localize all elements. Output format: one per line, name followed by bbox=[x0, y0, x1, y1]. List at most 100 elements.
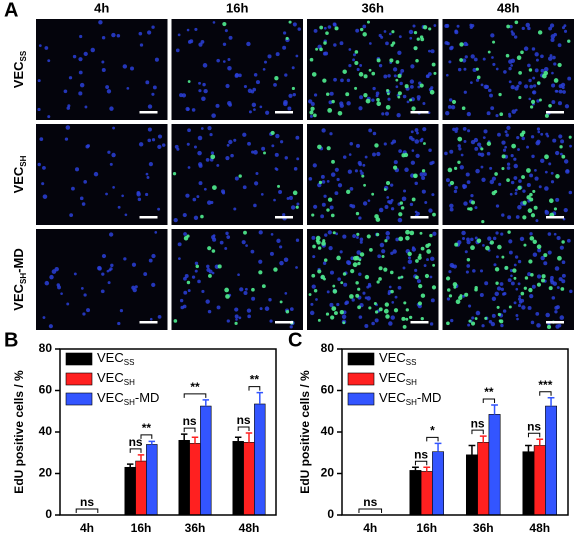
nucleus bbox=[516, 135, 520, 140]
significance-bracket bbox=[237, 426, 250, 432]
nucleus bbox=[505, 133, 509, 137]
micrograph-background bbox=[36, 19, 168, 120]
edu-nucleus bbox=[523, 243, 527, 247]
nucleus bbox=[535, 140, 540, 146]
error-bar bbox=[491, 404, 498, 415]
nucleus bbox=[502, 309, 507, 313]
nucleus bbox=[117, 321, 121, 326]
nucleus bbox=[147, 104, 153, 109]
nucleus bbox=[352, 58, 356, 62]
edu-nucleus bbox=[415, 58, 419, 63]
nucleus bbox=[242, 185, 247, 190]
edu-nucleus bbox=[466, 257, 471, 262]
nucleus bbox=[445, 23, 450, 28]
scale-bar bbox=[546, 321, 564, 324]
edu-nucleus bbox=[448, 294, 453, 298]
nucleus bbox=[450, 45, 454, 50]
nucleus bbox=[450, 318, 454, 323]
nucleus bbox=[47, 115, 51, 119]
nucleus bbox=[452, 127, 456, 132]
edu-nucleus bbox=[399, 201, 403, 205]
edu-nucleus bbox=[359, 252, 365, 257]
error-bar bbox=[479, 435, 487, 443]
bar bbox=[189, 443, 201, 516]
nucleus bbox=[555, 324, 560, 329]
nucleus bbox=[63, 89, 68, 94]
edu-nucleus bbox=[395, 60, 400, 64]
edu-nucleus bbox=[277, 184, 281, 188]
nucleus bbox=[527, 26, 531, 31]
edu-nucleus bbox=[404, 84, 409, 89]
nucleus bbox=[296, 157, 300, 161]
nucleus bbox=[44, 46, 49, 50]
edu-nucleus bbox=[334, 26, 339, 31]
nucleus bbox=[359, 237, 364, 242]
edu-nucleus bbox=[270, 130, 275, 136]
nucleus bbox=[340, 78, 344, 83]
nucleus bbox=[393, 160, 398, 165]
edu-nucleus bbox=[536, 244, 542, 250]
nucleus bbox=[216, 305, 221, 310]
nucleus bbox=[349, 186, 354, 191]
nucleus bbox=[337, 277, 341, 281]
nucleus bbox=[237, 273, 240, 277]
nucleus bbox=[426, 258, 429, 262]
nucleus bbox=[380, 35, 384, 39]
edu-nucleus bbox=[374, 143, 379, 148]
edu-nucleus bbox=[342, 272, 347, 276]
nucleus bbox=[284, 156, 288, 160]
edu-nucleus bbox=[383, 308, 389, 314]
nucleus bbox=[567, 76, 572, 81]
nucleus bbox=[116, 33, 121, 38]
nucleus bbox=[139, 43, 144, 47]
nucleus bbox=[526, 145, 529, 149]
nucleus bbox=[157, 314, 162, 319]
nucleus bbox=[531, 47, 536, 51]
nucleus bbox=[254, 181, 259, 186]
edu-nucleus bbox=[522, 200, 527, 205]
nucleus bbox=[446, 73, 449, 77]
nucleus bbox=[288, 93, 293, 98]
nucleus bbox=[492, 62, 496, 66]
bar bbox=[124, 466, 136, 516]
edu-nucleus bbox=[422, 25, 428, 30]
nucleus bbox=[267, 54, 272, 59]
nucleus bbox=[554, 266, 560, 271]
nucleus bbox=[517, 297, 522, 301]
edu-nucleus bbox=[186, 234, 190, 238]
nucleus bbox=[273, 198, 276, 202]
nucleus bbox=[423, 172, 427, 177]
nucleus bbox=[398, 35, 402, 39]
nucleus bbox=[549, 54, 553, 57]
bar bbox=[243, 442, 255, 516]
nucleus bbox=[97, 266, 102, 271]
edu-nucleus bbox=[418, 284, 423, 289]
nucleus bbox=[154, 57, 159, 62]
scale-bar bbox=[139, 216, 158, 219]
nucleus bbox=[568, 190, 573, 195]
nucleus bbox=[517, 303, 522, 308]
nucleus bbox=[491, 176, 497, 181]
nucleus bbox=[556, 286, 560, 290]
edu-nucleus bbox=[326, 208, 330, 212]
significance-bracket bbox=[426, 436, 439, 442]
bar bbox=[488, 414, 501, 516]
label-subscript: SH bbox=[19, 273, 28, 284]
nucleus bbox=[151, 92, 155, 96]
nucleus bbox=[42, 194, 48, 199]
nucleus bbox=[358, 216, 362, 220]
edu-nucleus bbox=[317, 144, 322, 150]
edu-nucleus bbox=[385, 314, 390, 319]
edu-nucleus bbox=[487, 50, 491, 54]
nucleus bbox=[356, 250, 361, 255]
edu-nucleus bbox=[395, 78, 399, 82]
nucleus bbox=[544, 186, 549, 191]
nucleus bbox=[210, 151, 215, 155]
legend-label: VECSH-MD bbox=[379, 390, 441, 407]
nucleus bbox=[551, 71, 554, 75]
scale-bar bbox=[139, 111, 158, 114]
nucleus bbox=[504, 145, 508, 149]
nucleus bbox=[510, 58, 516, 64]
edu-nucleus bbox=[429, 233, 433, 238]
nucleus bbox=[517, 205, 522, 210]
